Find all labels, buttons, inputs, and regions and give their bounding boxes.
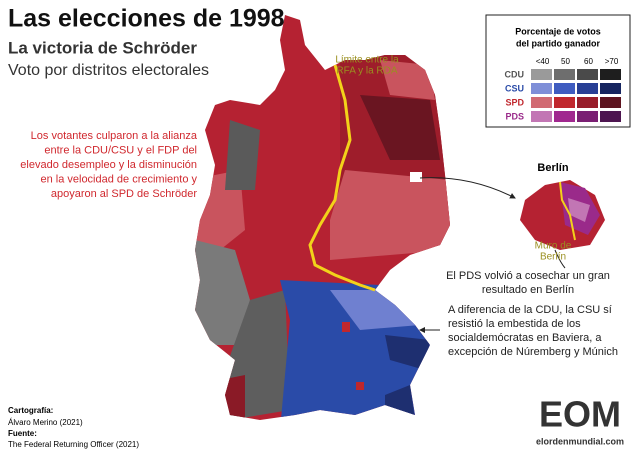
annotation-line: Los votantes culparon a la alianza — [31, 130, 198, 142]
legend-swatch — [554, 111, 575, 122]
annotation-line: en la velocidad de crecimiento y — [40, 173, 197, 185]
legend-swatch — [531, 111, 552, 122]
annotation-line: Berlín — [540, 252, 566, 263]
annotation-line: Muro de — [535, 241, 572, 252]
credit-label: Fuente: — [8, 429, 37, 438]
title: Las elecciones de 1998 — [8, 5, 285, 33]
legend-swatch — [554, 69, 575, 80]
map — [195, 15, 450, 420]
legend-swatch — [577, 111, 598, 122]
berlin-inset — [520, 180, 605, 250]
annotation-line: apoyaron al SPD de Schröder — [51, 188, 197, 200]
annotation-line: elevado desempleo y la disminución — [20, 159, 197, 171]
legend-swatch — [554, 97, 575, 108]
annotation-line: entre la CDU/CSU y el FDP del — [44, 144, 197, 156]
legend-party: CDU — [505, 69, 525, 79]
legend-bin: 60 — [584, 57, 593, 66]
berlin-title: Berlín — [537, 162, 568, 174]
logo-site: elordenmundial.com — [536, 436, 624, 446]
legend-bin: 50 — [561, 57, 570, 66]
annotation-line: socialdemócratas en Baviera, a — [448, 332, 602, 344]
arrow — [554, 249, 566, 269]
legend-title: Porcentaje de votos — [515, 26, 601, 36]
legend-title: del partido ganador — [516, 38, 601, 48]
annotation-line: resistió la embestida de los — [448, 318, 581, 330]
legend-swatch — [600, 97, 621, 108]
legend-bin: >70 — [605, 57, 619, 66]
legend-party: CSU — [505, 83, 524, 93]
annotation-line: resultado en Berlín — [482, 284, 574, 296]
credit-label: Cartografía: — [8, 406, 53, 415]
credit: The Federal Returning Officer (2021) — [8, 440, 139, 449]
logo-mark: EOM — [539, 394, 621, 435]
annotation-line: excepción de Núremberg y Múnich — [448, 346, 618, 358]
subtitle: La victoria de Schröder — [8, 38, 197, 57]
legend-swatch — [531, 69, 552, 80]
legend-swatch — [600, 111, 621, 122]
annotation-line: A diferencia de la CDU, la CSU sí — [448, 304, 612, 316]
legend-swatch — [600, 83, 621, 94]
legend-party: SPD — [505, 97, 524, 107]
legend-swatch — [577, 83, 598, 94]
legend-swatch — [577, 69, 598, 80]
legend-swatch — [600, 69, 621, 80]
annotation-line: El PDS volvió a cosechar un gran — [446, 270, 610, 282]
credit: Álvaro Merino (2021) — [8, 418, 83, 427]
annotation-line: Límite entre la — [335, 55, 399, 66]
annotation-line: RFA y la RDA — [336, 66, 397, 77]
legend-swatch — [577, 97, 598, 108]
legend-swatch — [554, 83, 575, 94]
arrow — [419, 177, 516, 199]
legend-party: PDS — [505, 111, 524, 121]
legend-bin: <40 — [536, 57, 550, 66]
description: Voto por distritos electorales — [8, 62, 209, 79]
legend-swatch — [531, 83, 552, 94]
legend-swatch — [531, 97, 552, 108]
inner-german-border — [308, 64, 376, 292]
